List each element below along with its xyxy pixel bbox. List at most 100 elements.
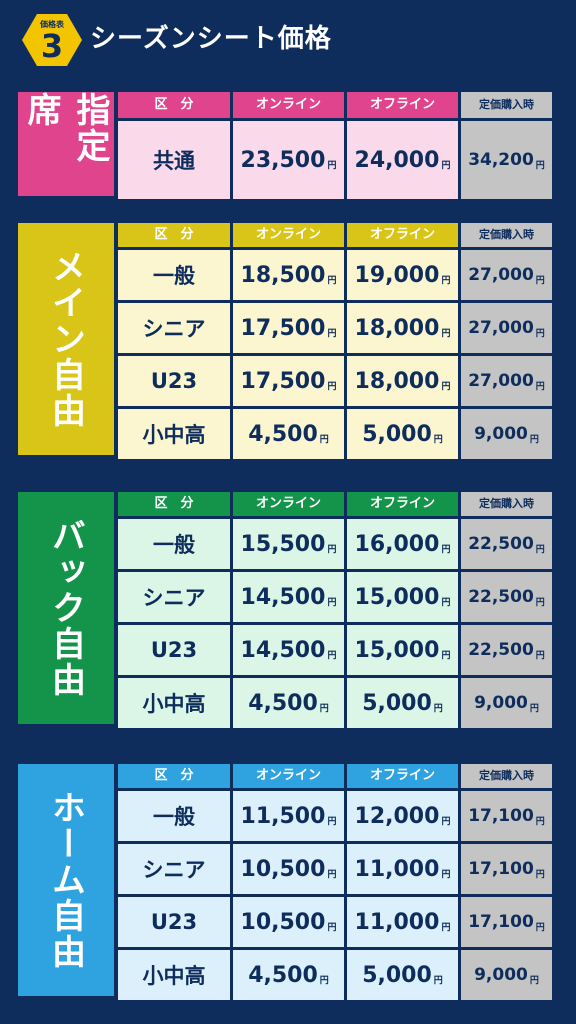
table-cell-teika: 34,200 円 bbox=[461, 121, 552, 199]
currency-unit: 円 bbox=[441, 650, 451, 661]
currency-unit: 円 bbox=[327, 869, 337, 880]
category-label: 一般 bbox=[153, 805, 195, 829]
price-section: バック自由区 分オンライン オフライン 定価購入時 一般 15,500 円 16,000 円 2… bbox=[18, 492, 552, 728]
currency-unit: 円 bbox=[327, 381, 337, 392]
section-label: 指定席 bbox=[18, 92, 114, 196]
table-cell-category: 一般 bbox=[118, 791, 230, 841]
currency-unit: 円 bbox=[535, 328, 545, 339]
table-cell-offline: 12,000 円 bbox=[347, 791, 458, 841]
table-cell-category: U23 bbox=[118, 897, 230, 947]
table-cell-offline: 15,000 円 bbox=[347, 625, 458, 675]
price-value: 15,500 bbox=[240, 531, 326, 557]
column-header-teika: 定価購入時 bbox=[461, 223, 552, 247]
table-cell-category: シニア bbox=[118, 844, 230, 894]
currency-unit: 円 bbox=[535, 869, 545, 880]
price-value: 24,000 bbox=[354, 147, 440, 173]
price-value: 17,100 bbox=[468, 912, 534, 932]
table-cell-online: 17,500 円 bbox=[233, 303, 344, 353]
table-cell-category: 小中高 bbox=[118, 950, 230, 1000]
currency-unit: 円 bbox=[535, 160, 545, 171]
table-cell-category: 小中高 bbox=[118, 678, 230, 728]
currency-unit: 円 bbox=[441, 544, 451, 555]
currency-unit: 円 bbox=[327, 160, 337, 171]
table-cell-online: 14,500 円 bbox=[233, 625, 344, 675]
table-cell-category: 一般 bbox=[118, 519, 230, 569]
category-label: シニア bbox=[142, 586, 206, 610]
table-cell-online: 10,500 円 bbox=[233, 844, 344, 894]
price-section: 指定席区 分オンライン オフライン 定価購入時 共通 23,500 円 24,000 円 34,… bbox=[18, 92, 552, 199]
table-cell-online: 11,500 円 bbox=[233, 791, 344, 841]
table-cell-category: 一般 bbox=[118, 250, 230, 300]
price-table-badge: 価格表 3 bbox=[22, 14, 82, 66]
currency-unit: 円 bbox=[327, 650, 337, 661]
price-value: 17,100 bbox=[468, 806, 534, 826]
price-value: 27,000 bbox=[468, 371, 534, 391]
currency-unit: 円 bbox=[327, 816, 337, 827]
column-header-online: オンライン bbox=[233, 223, 344, 247]
category-label: 一般 bbox=[153, 533, 195, 557]
table-cell-offline: 5,000 円 bbox=[347, 409, 458, 459]
table-cell-teika: 9,000 円 bbox=[461, 678, 552, 728]
category-label: U23 bbox=[150, 369, 198, 393]
table-cell-teika: 27,000 円 bbox=[461, 356, 552, 406]
table-cell-offline: 5,000 円 bbox=[347, 678, 458, 728]
table-cell-online: 18,500 円 bbox=[233, 250, 344, 300]
price-value: 18,500 bbox=[240, 262, 326, 288]
column-header-teika: 定価購入時 bbox=[461, 492, 552, 516]
price-value: 14,500 bbox=[240, 584, 326, 610]
price-value: 15,000 bbox=[354, 637, 440, 663]
price-value: 5,000 bbox=[362, 690, 432, 716]
price-value: 18,000 bbox=[354, 315, 440, 341]
category-label: シニア bbox=[142, 317, 206, 341]
currency-unit: 円 bbox=[433, 975, 443, 986]
price-section: メイン自由区 分オンライン オフライン 定価購入時 一般 18,500 円 19,000 円 2… bbox=[18, 223, 552, 459]
price-value: 22,500 bbox=[468, 534, 534, 554]
table-cell-offline: 11,000 円 bbox=[347, 897, 458, 947]
currency-unit: 円 bbox=[535, 650, 545, 661]
currency-unit: 円 bbox=[535, 544, 545, 555]
price-value: 11,000 bbox=[354, 909, 440, 935]
badge-number: 3 bbox=[40, 27, 64, 65]
currency-unit: 円 bbox=[441, 816, 451, 827]
category-label: 小中高 bbox=[142, 964, 206, 988]
price-section: ホーム自由区 分オンライン オフライン 定価購入時 一般 11,500 円 12,000 円 1… bbox=[18, 764, 552, 1000]
table-cell-offline: 11,000 円 bbox=[347, 844, 458, 894]
badge-label: 価格表 bbox=[40, 20, 64, 29]
table-cell-teika: 9,000 円 bbox=[461, 950, 552, 1000]
currency-unit: 円 bbox=[529, 975, 539, 986]
price-value: 11,500 bbox=[240, 803, 326, 829]
table-cell-category: U23 bbox=[118, 356, 230, 406]
table-cell-category: シニア bbox=[118, 572, 230, 622]
column-header-teika: 定価購入時 bbox=[461, 92, 552, 118]
page-title: シーズンシート価格 bbox=[90, 24, 332, 54]
table-cell-teika: 22,500 円 bbox=[461, 625, 552, 675]
price-value: 22,500 bbox=[468, 640, 534, 660]
table-cell-offline: 19,000 円 bbox=[347, 250, 458, 300]
column-header-category: 区 分 bbox=[118, 223, 230, 247]
table-cell-online: 15,500 円 bbox=[233, 519, 344, 569]
currency-unit: 円 bbox=[441, 597, 451, 608]
currency-unit: 円 bbox=[319, 434, 329, 445]
table-cell-teika: 27,000 円 bbox=[461, 303, 552, 353]
currency-unit: 円 bbox=[319, 975, 329, 986]
table-cell-offline: 15,000 円 bbox=[347, 572, 458, 622]
table-cell-teika: 17,100 円 bbox=[461, 897, 552, 947]
price-value: 5,000 bbox=[362, 962, 432, 988]
column-header-category: 区 分 bbox=[118, 764, 230, 788]
currency-unit: 円 bbox=[535, 816, 545, 827]
price-value: 12,000 bbox=[354, 803, 440, 829]
price-value: 27,000 bbox=[468, 265, 534, 285]
table-cell-offline: 18,000 円 bbox=[347, 356, 458, 406]
table-cell-category: 共通 bbox=[118, 121, 230, 199]
price-value: 22,500 bbox=[468, 587, 534, 607]
category-label: 小中高 bbox=[142, 692, 206, 716]
table-cell-teika: 17,100 円 bbox=[461, 791, 552, 841]
table-cell-online: 4,500 円 bbox=[233, 409, 344, 459]
currency-unit: 円 bbox=[529, 434, 539, 445]
table-cell-online: 4,500 円 bbox=[233, 678, 344, 728]
category-label: シニア bbox=[142, 858, 206, 882]
section-label: バック自由 bbox=[18, 492, 114, 724]
column-header-category: 区 分 bbox=[118, 492, 230, 516]
price-value: 17,100 bbox=[468, 859, 534, 879]
price-value: 4,500 bbox=[248, 421, 318, 447]
